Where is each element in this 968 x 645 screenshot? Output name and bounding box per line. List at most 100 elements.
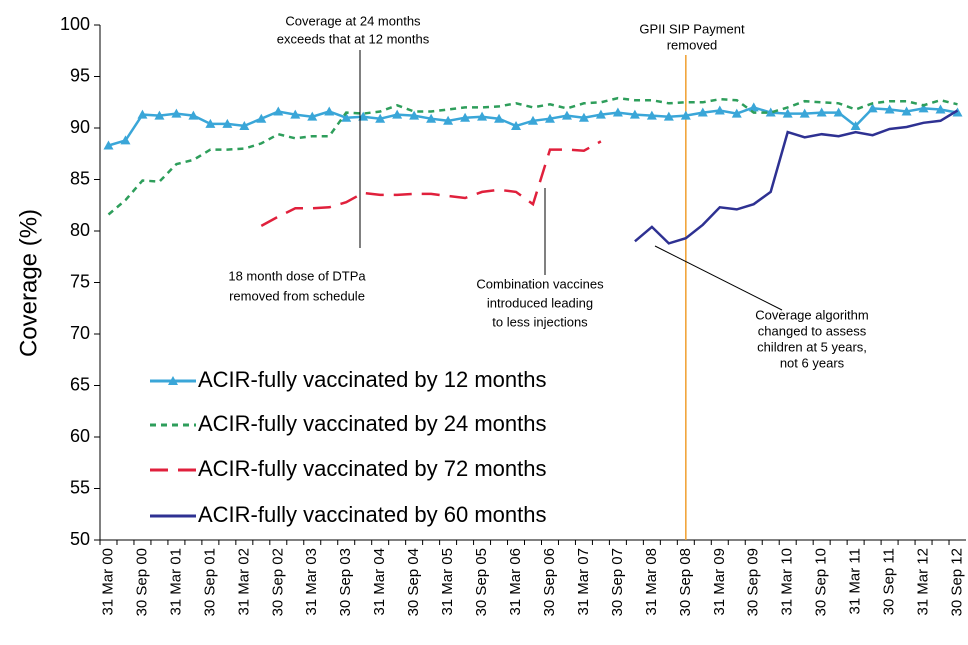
x-tick-label: 31 Mar 10	[779, 548, 796, 616]
point-marker	[375, 113, 386, 123]
y-tick-label: 85	[70, 168, 90, 188]
point-marker	[239, 120, 250, 130]
y-tick-label: 80	[70, 220, 90, 240]
annotation: GPII SIP Payment	[639, 21, 745, 36]
legend-label: ACIR-fully vaccinated by 72 months	[198, 456, 547, 481]
x-tick-label: 30 Sep 01	[201, 548, 218, 616]
point-marker	[850, 120, 861, 130]
annotation: removed	[667, 37, 718, 52]
point-marker	[511, 120, 522, 130]
series-line	[108, 106, 958, 147]
point-marker	[392, 109, 403, 119]
annotation: 18 month dose of DTPa	[228, 268, 366, 283]
point-marker	[188, 110, 199, 120]
y-tick-label: 95	[70, 65, 90, 85]
x-tick-label: 30 Sep 12	[948, 548, 965, 616]
x-tick-label: 30 Sep 06	[541, 548, 558, 616]
annotation: removed from schedule	[229, 288, 365, 303]
x-tick-label: 31 Mar 02	[235, 548, 252, 616]
x-tick-label: 31 Mar 01	[167, 548, 184, 616]
y-tick-label: 60	[70, 426, 90, 446]
point-marker	[680, 110, 691, 120]
point-marker	[765, 107, 776, 117]
point-marker	[154, 110, 165, 120]
point-marker	[952, 107, 963, 117]
point-marker	[918, 103, 929, 113]
point-marker	[307, 111, 318, 121]
point-marker	[799, 108, 810, 118]
x-tick-label: 30 Sep 10	[813, 548, 830, 616]
y-tick-label: 100	[60, 14, 90, 34]
point-marker	[663, 111, 674, 121]
annotation: Coverage at 24 months	[285, 13, 421, 28]
point-marker	[867, 103, 878, 113]
point-marker	[443, 115, 454, 125]
point-marker	[884, 104, 895, 114]
point-marker	[629, 109, 640, 119]
legend-label: ACIR-fully vaccinated by 60 months	[198, 502, 547, 527]
series-line	[634, 109, 959, 245]
point-marker	[103, 140, 114, 150]
point-marker	[409, 110, 420, 120]
x-tick-label: 31 Mar 03	[303, 548, 320, 616]
y-tick-label: 55	[70, 477, 90, 497]
point-marker	[646, 110, 657, 120]
point-marker	[544, 113, 555, 123]
x-tick-label: 30 Sep 11	[881, 548, 898, 615]
point-marker	[782, 108, 793, 118]
y-axis-label: Coverage (%)	[15, 209, 42, 357]
point-marker	[324, 106, 335, 116]
point-marker	[714, 105, 725, 115]
x-tick-label: 30 Sep 07	[609, 548, 626, 616]
x-tick-label: 31 Mar 05	[439, 548, 456, 616]
x-tick-label: 31 Mar 08	[643, 548, 660, 616]
point-marker	[341, 112, 352, 122]
legend-marker	[168, 376, 178, 385]
x-tick-label: 31 Mar 11	[847, 548, 864, 614]
x-tick-label: 31 Mar 06	[507, 548, 524, 616]
x-tick-label: 31 Mar 04	[371, 548, 388, 616]
point-marker	[578, 112, 589, 122]
y-tick-label: 75	[70, 271, 90, 291]
y-tick-label: 90	[70, 117, 90, 137]
x-tick-label: 31 Mar 00	[99, 548, 116, 616]
point-marker	[205, 118, 216, 128]
point-marker	[460, 112, 471, 122]
point-marker	[935, 104, 946, 114]
point-marker	[222, 118, 233, 128]
point-marker	[290, 109, 301, 119]
annotation: introduced leading	[487, 295, 593, 310]
y-tick-label: 70	[70, 323, 90, 343]
point-marker	[901, 106, 912, 116]
x-tick-label: 31 Mar 12	[915, 548, 932, 616]
series-line	[260, 140, 602, 227]
point-marker	[273, 106, 284, 116]
annotation: changed to assess	[758, 323, 867, 338]
point-marker	[528, 115, 538, 125]
legend-label: ACIR-fully vaccinated by 12 months	[198, 367, 547, 392]
point-marker	[731, 108, 742, 118]
point-marker	[697, 107, 708, 117]
x-tick-label: 31 Mar 07	[575, 548, 592, 616]
x-tick-label: 30 Sep 03	[337, 548, 354, 616]
point-marker	[171, 108, 182, 118]
x-tick-label: 30 Sep 09	[745, 548, 762, 616]
point-marker	[137, 109, 148, 119]
annotation: Combination vaccines	[476, 276, 604, 291]
x-tick-label: 30 Sep 05	[473, 548, 490, 616]
x-tick-label: 30 Sep 00	[133, 548, 150, 616]
point-marker	[477, 111, 488, 121]
point-marker	[561, 110, 572, 120]
annotation-arrow	[654, 245, 783, 311]
x-tick-label: 31 Mar 09	[711, 548, 728, 616]
annotation: children at 5 years,	[757, 339, 867, 354]
point-marker	[358, 111, 369, 121]
point-marker	[612, 107, 623, 117]
point-marker	[833, 107, 844, 117]
y-tick-label: 65	[70, 374, 90, 394]
point-marker	[120, 135, 131, 145]
point-marker	[748, 102, 759, 112]
x-tick-label: 30 Sep 04	[405, 548, 422, 616]
point-marker	[256, 113, 267, 123]
